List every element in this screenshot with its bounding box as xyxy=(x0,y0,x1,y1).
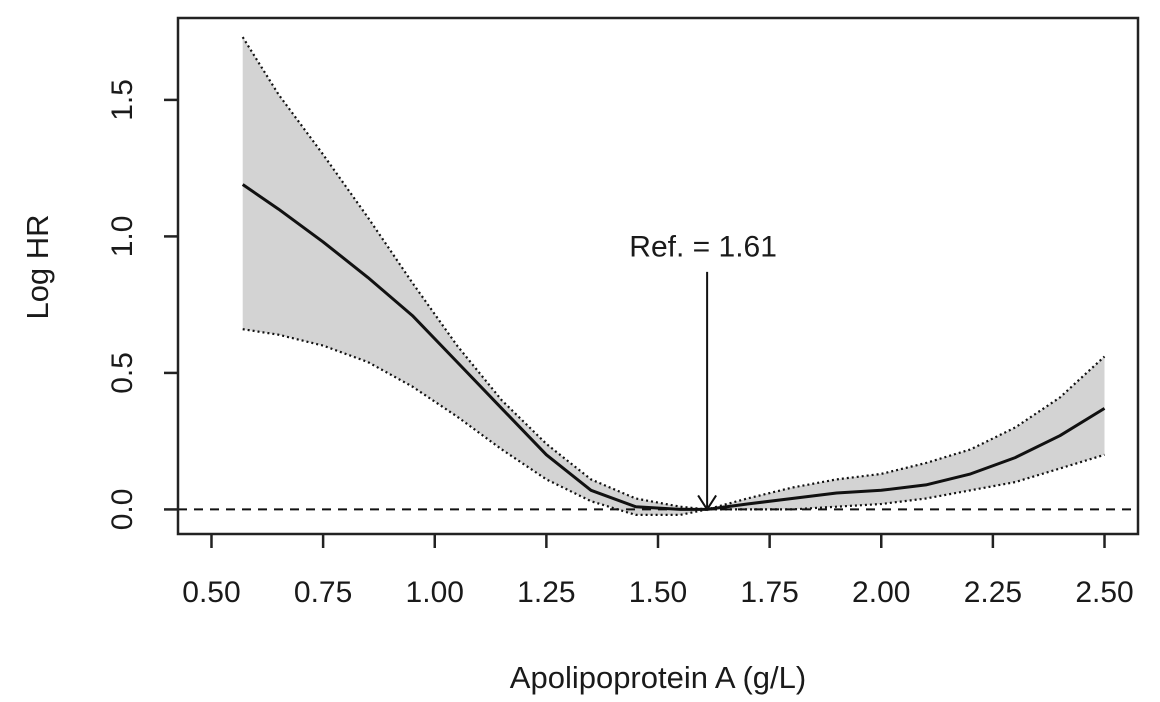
x-tick-label: 0.50 xyxy=(182,576,240,609)
reference-arrow-head xyxy=(697,494,717,512)
x-axis-title: Apolipoprotein A (g/L) xyxy=(510,660,806,695)
y-tick-label: 0.5 xyxy=(106,352,139,394)
axes: 0.50 0.75 1.00 1.25 1.50 1.75 2.00 2.25 2.50 0.0 0… xyxy=(106,16,1140,609)
x-tick-label: 1.75 xyxy=(740,576,798,609)
x-tick-label: 1.50 xyxy=(629,576,687,609)
y-tick-label: 0.0 xyxy=(106,489,139,531)
x-tick-label: 2.25 xyxy=(964,576,1022,609)
confidence-band xyxy=(242,37,1105,515)
lower-ci-line xyxy=(242,328,1105,517)
upper-ci-line xyxy=(241,36,1106,511)
y-tick-label: 1.0 xyxy=(106,216,139,258)
x-tick-label: 1.25 xyxy=(517,576,575,609)
x-tick-label: 2.50 xyxy=(1075,576,1133,609)
plot-area xyxy=(178,36,1138,517)
estimate-line xyxy=(241,183,1106,511)
y-axis-title: Log HR xyxy=(20,214,55,319)
x-tick-label: 0.75 xyxy=(294,576,352,609)
x-tick-label: 2.00 xyxy=(852,576,910,609)
reference-annotation-label: Ref. = 1.61 xyxy=(629,231,777,264)
y-tick-label: 1.5 xyxy=(106,79,139,121)
x-tick-label: 1.00 xyxy=(406,576,464,609)
